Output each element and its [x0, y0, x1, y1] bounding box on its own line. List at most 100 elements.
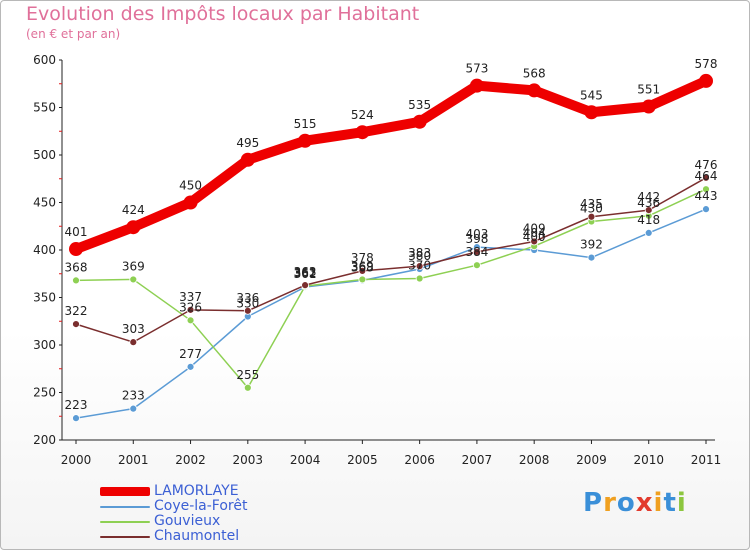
data-point-chaumontel — [644, 206, 653, 215]
data-point-chaumontel — [358, 266, 367, 275]
data-label-chaumontel: 435 — [580, 197, 603, 211]
data-label-gouvieux: 430 — [580, 202, 603, 216]
y-tick-label: 500 — [33, 148, 56, 162]
data-point-gouvieux — [358, 275, 367, 284]
data-label-lamorlaye: 495 — [236, 136, 259, 150]
data-label-coye-la-for-t: 361 — [294, 267, 317, 281]
data-label-gouvieux: 404 — [523, 226, 546, 240]
data-label-gouvieux: 255 — [236, 368, 259, 382]
data-point-lamorlaye — [183, 195, 198, 210]
x-tick-label: 2006 — [404, 453, 435, 467]
y-tick-label: 300 — [33, 338, 56, 352]
logo-letter: t — [663, 488, 677, 518]
logo-letter: i — [653, 488, 664, 518]
data-label-chaumontel: 303 — [122, 322, 145, 336]
data-point-lamorlaye — [69, 242, 83, 257]
chart-series — [69, 73, 713, 423]
data-point-lamorlaye — [584, 105, 599, 120]
data-label-chaumontel: 383 — [408, 246, 431, 260]
data-point-lamorlaye — [641, 99, 656, 114]
chart-subtitle: (en € et par an) — [26, 27, 121, 41]
data-label-gouvieux: 368 — [65, 260, 88, 274]
y-tick-label: 250 — [33, 386, 56, 400]
x-tick-label: 2011 — [691, 453, 722, 467]
data-point-coye-la-for-t — [587, 253, 596, 262]
x-tick-label: 2007 — [462, 453, 493, 467]
y-tick-label: 200 — [33, 433, 56, 447]
data-point-gouvieux — [415, 274, 424, 283]
proxiti-logo: Proxiti — [583, 488, 687, 518]
data-point-chaumontel — [301, 281, 309, 290]
logo-letter: P — [583, 488, 604, 518]
y-tick-label: 550 — [33, 101, 56, 115]
data-label-coye-la-for-t: 223 — [65, 398, 88, 412]
x-tick-label: 2003 — [233, 453, 264, 467]
data-point-gouvieux — [129, 275, 138, 284]
data-label-chaumontel: 337 — [179, 290, 202, 304]
logo-letter: x — [635, 488, 654, 518]
data-point-chaumontel — [243, 306, 252, 315]
data-point-gouvieux — [186, 316, 195, 325]
data-point-gouvieux — [702, 185, 710, 194]
data-point-chaumontel — [530, 237, 539, 246]
data-label-coye-la-for-t: 277 — [179, 347, 202, 361]
data-point-gouvieux — [243, 383, 252, 392]
data-label-coye-la-for-t: 400 — [523, 230, 546, 244]
data-point-coye-la-for-t — [129, 404, 138, 413]
data-label-chaumontel: 336 — [236, 291, 259, 305]
data-point-lamorlaye — [355, 125, 370, 140]
legend-label: LAMORLAYE — [154, 483, 239, 499]
y-tick-label: 350 — [33, 291, 56, 305]
data-label-gouvieux: 384 — [465, 245, 488, 259]
x-tick-label: 2008 — [519, 453, 550, 467]
data-label-coye-la-for-t: 330 — [236, 297, 259, 311]
data-label-coye-la-for-t: 443 — [695, 189, 718, 203]
data-label-gouvieux: 326 — [179, 300, 202, 314]
data-point-lamorlaye — [699, 73, 713, 88]
y-tick-label: 450 — [33, 196, 56, 210]
data-label-coye-la-for-t: 368 — [351, 260, 374, 274]
chart-title: Evolution des Impôts locaux par Habitant — [26, 3, 420, 25]
data-label-lamorlaye: 424 — [122, 203, 145, 217]
series-line-gouvieux — [75, 188, 707, 389]
data-label-lamorlaye: 515 — [294, 117, 317, 131]
data-label-lamorlaye: 450 — [179, 179, 202, 193]
legend-item-coye-la-for-t: Coye-la-Forêt — [100, 499, 247, 514]
data-point-lamorlaye — [469, 78, 484, 93]
chart-legend: LAMORLAYE Coye-la-Forêt Gouvieux Chaumontel — [100, 484, 247, 544]
data-point-chaumontel — [129, 338, 138, 347]
series-line-coye-la-for-t — [75, 208, 707, 419]
series-line-lamorlaye — [71, 75, 711, 255]
data-label-chaumontel: 398 — [465, 232, 488, 246]
data-label-lamorlaye: 545 — [580, 88, 603, 102]
data-label-coye-la-for-t: 392 — [580, 238, 603, 252]
data-label-chaumontel: 322 — [65, 304, 88, 318]
data-point-chaumontel — [473, 247, 481, 256]
data-label-gouvieux: 464 — [695, 169, 718, 183]
legend-swatch — [100, 520, 150, 523]
y-tick-label: 400 — [33, 243, 56, 257]
data-point-gouvieux — [473, 261, 481, 270]
data-label-lamorlaye: 568 — [523, 66, 546, 80]
legend-swatch — [100, 487, 150, 496]
chart-axes: 200 250 300 350 400 450 500 550 600 2000 2001 2002 2… — [33, 53, 721, 467]
x-tick-label: 2001 — [118, 453, 149, 467]
logo-letter: o — [616, 488, 636, 518]
data-label-gouvieux: 369 — [122, 259, 145, 273]
data-point-chaumontel — [415, 262, 424, 271]
data-label-lamorlaye: 401 — [65, 225, 88, 239]
data-label-gouvieux: 369 — [351, 259, 374, 273]
data-point-coye-la-for-t — [702, 205, 710, 214]
data-label-chaumontel: 363 — [294, 265, 317, 279]
data-label-chaumontel: 442 — [637, 190, 660, 204]
data-label-lamorlaye: 524 — [351, 108, 374, 122]
data-label-lamorlaye: 573 — [465, 62, 488, 76]
data-point-lamorlaye — [298, 133, 313, 148]
data-label-coye-la-for-t: 380 — [408, 249, 431, 263]
legend-label: Chaumontel — [154, 528, 240, 544]
data-label-coye-la-for-t: 418 — [637, 213, 660, 227]
legend-swatch — [100, 505, 150, 508]
data-point-chaumontel — [186, 305, 195, 314]
